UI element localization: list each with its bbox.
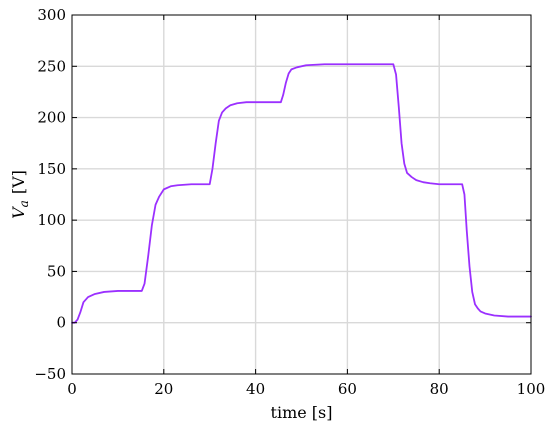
y-tick-label: 250 [37,57,66,75]
x-tick-label: 40 [246,380,265,398]
x-tick-label: 0 [67,380,77,398]
x-tick-label: 20 [154,380,173,398]
plot-frame [71,14,532,375]
y-axis-label-unit: [V] [9,170,28,194]
y-axis-label-symbol: V [9,206,28,219]
y-tick-label: 300 [37,6,66,24]
grid [72,15,531,374]
y-axis-label-subscript: a [17,200,31,207]
x-tick-label: 100 [517,380,546,398]
y-tick-label: 200 [37,109,66,127]
y-tick-label: 0 [56,314,66,332]
y-tick-label: 100 [37,211,66,229]
axis-ticks [71,14,532,375]
series-line [71,63,532,324]
x-tick-label: 80 [430,380,449,398]
y-axis-label: Va [V] [9,170,31,219]
y-tick-label: 150 [37,160,66,178]
data-layer [71,63,532,324]
y-tick-label: −50 [34,365,66,383]
x-axis-label: time [s] [271,403,333,422]
x-tick-label: 60 [338,380,357,398]
y-tick-label: 50 [47,262,66,280]
